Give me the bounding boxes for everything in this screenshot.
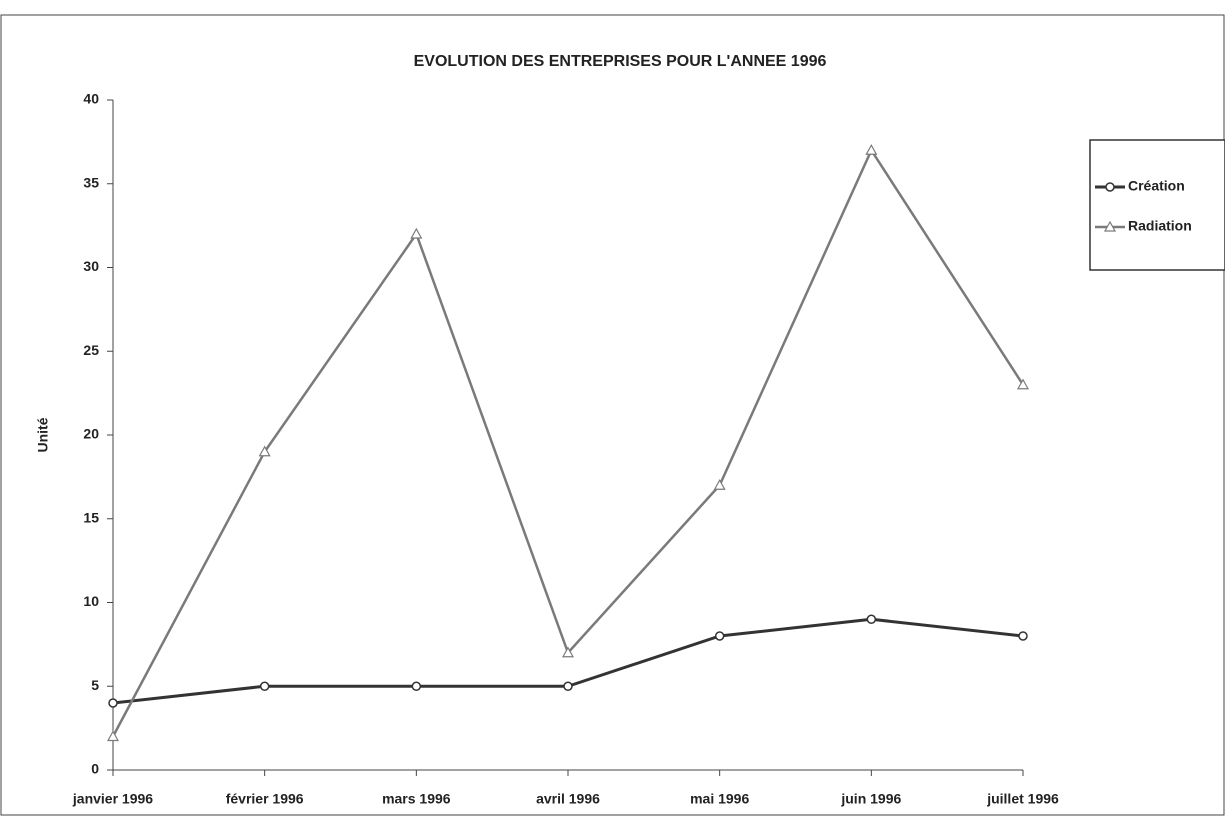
y-tick-label: 20 <box>83 426 99 442</box>
y-tick-label: 35 <box>83 174 99 190</box>
point-marker <box>411 681 422 691</box>
point-marker <box>108 698 118 708</box>
point-marker <box>713 479 726 490</box>
y-tick-label: 40 <box>83 91 99 107</box>
legend-label: Création <box>1128 178 1185 194</box>
x-tick-label: mars 1996 <box>382 791 451 807</box>
legend-box <box>1089 139 1225 271</box>
y-tick-label: 0 <box>91 761 99 777</box>
point-marker <box>866 614 877 624</box>
x-tick-label: juillet 1996 <box>986 791 1059 807</box>
point-marker <box>865 144 878 155</box>
legend-marker <box>1105 182 1115 192</box>
point-marker <box>1018 631 1028 641</box>
point-marker <box>106 730 120 742</box>
y-axis-label: Unité <box>35 417 51 452</box>
chart-frame <box>0 14 1225 816</box>
point-marker <box>259 681 270 691</box>
x-tick-label: juin 1996 <box>840 791 901 807</box>
legend-marker <box>1103 220 1117 232</box>
x-tick-label: février 1996 <box>226 791 304 807</box>
point-marker <box>714 631 725 641</box>
point-marker <box>410 227 423 239</box>
point-marker <box>563 681 573 691</box>
point-marker <box>1016 378 1030 390</box>
x-tick-label: avril 1996 <box>536 791 600 807</box>
y-tick-label: 30 <box>83 258 99 274</box>
legend-label: Radiation <box>1128 218 1192 234</box>
y-tick-label: 5 <box>91 677 99 693</box>
x-tick-label: janvier 1996 <box>72 791 153 807</box>
y-tick-label: 10 <box>83 593 99 609</box>
point-marker <box>258 445 271 457</box>
y-tick-label: 15 <box>83 509 99 525</box>
x-tick-label: mai 1996 <box>690 791 749 807</box>
y-tick-label: 25 <box>83 342 99 358</box>
chart-title: EVOLUTION DES ENTREPRISES POUR L'ANNEE 1… <box>414 53 827 70</box>
point-marker <box>561 646 575 658</box>
